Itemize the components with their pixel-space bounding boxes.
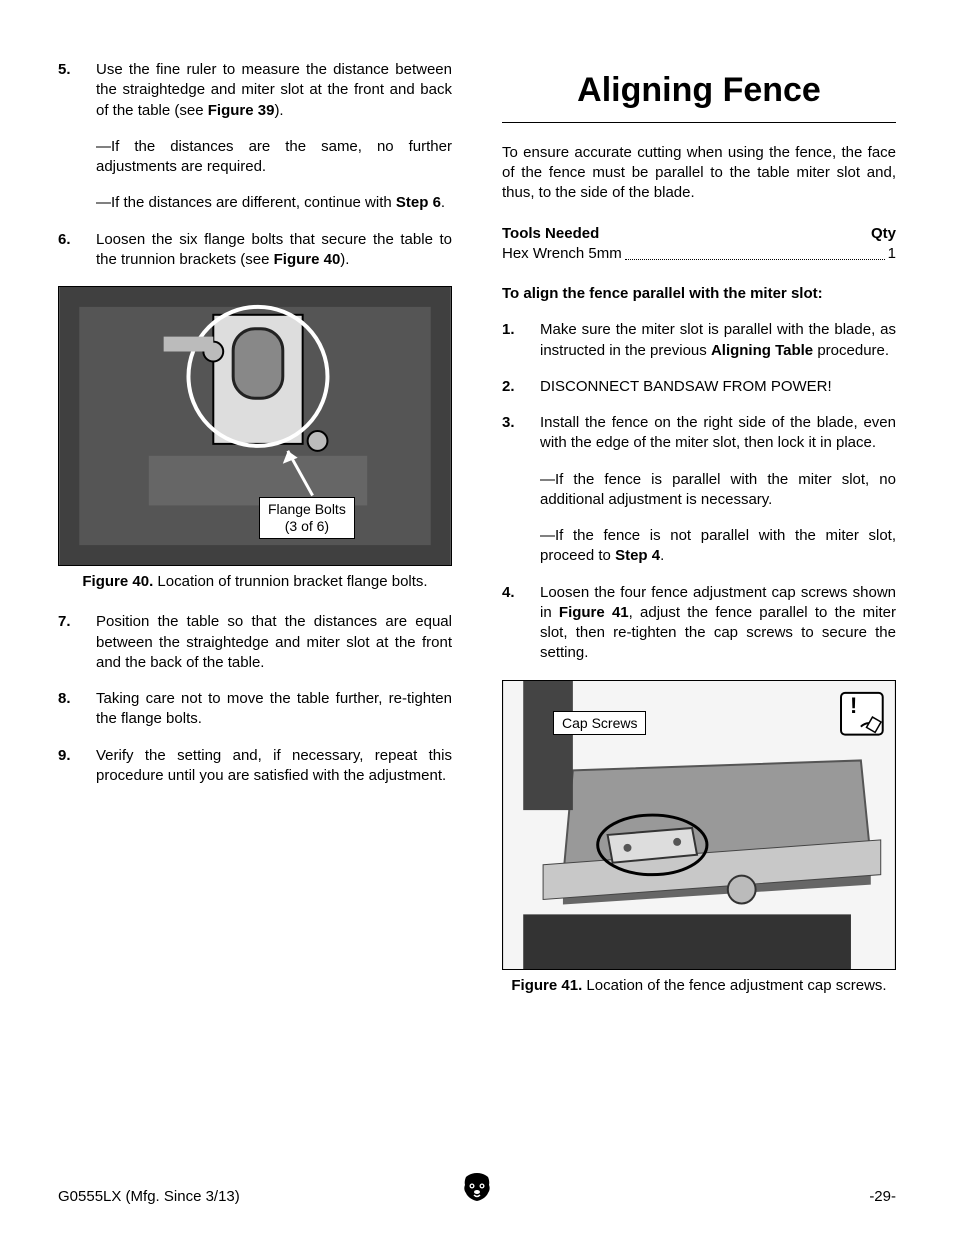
step-number: 2. [502,377,540,397]
figure-40-caption: Figure 40. Location of trunnion bracket … [58,572,452,592]
step-9: 9. Verify the setting and, if necessary,… [58,746,452,787]
caption-bold: Figure 41. [511,977,582,994]
step-body: Verify the setting and, if necessary, re… [96,746,452,787]
footer-right: -29- [869,1187,896,1207]
ref: Figure 39 [208,102,275,119]
step-8: 8. Taking care not to move the table fur… [58,689,452,730]
text: —If the distances are different, continu… [96,194,396,211]
step-2: 2. DISCONNECT BANDSAW FROM POWER! [502,377,896,397]
step-1: 1. Make sure the miter slot is parallel … [502,320,896,361]
sub-item: —If the distances are the same, no furth… [96,137,452,178]
figure-40-label: Flange Bolts (3 of 6) [259,497,355,539]
text: —If the fence is not parallel with the m… [540,527,896,564]
right-column: Aligning Fence To ensure accurate cuttin… [502,60,896,1016]
figure-41-label: Cap Screws [553,711,646,736]
step-number: 8. [58,689,96,730]
tools-label: Tools Needed [502,224,599,244]
step-body: Loosen the four fence adjustment cap scr… [540,583,896,664]
text: ). [340,251,349,268]
step-body: Taking care not to move the table furthe… [96,689,452,730]
content-columns: 5. Use the fine ruler to measure the dis… [58,60,896,1016]
step-4: 4. Loosen the four fence adjustment cap … [502,583,896,664]
step-body: Use the fine ruler to measure the distan… [96,60,452,214]
step-number: 9. [58,746,96,787]
ref: Aligning Table [711,342,813,359]
figure-41: ! Cap Screws [502,680,896,970]
text: . [660,547,664,564]
page-footer: G0555LX (Mfg. Since 3/13) -29- [58,1187,896,1207]
text: Install the fence on the right side of t… [540,414,896,451]
footer-logo-icon [460,1171,494,1211]
ref: Step 4 [615,547,660,564]
caption-text: Location of trunnion bracket flange bolt… [153,573,427,590]
figure-40-svg [59,287,451,565]
footer-left: G0555LX (Mfg. Since 3/13) [58,1187,240,1207]
tools-item: Hex Wrench 5mm 1 [502,244,896,264]
text: . [441,194,445,211]
step-number: 1. [502,320,540,361]
ref: Figure 41 [559,604,629,621]
tools-header: Tools Needed Qty [502,224,896,244]
label-line-2: (3 of 6) [285,518,329,534]
sub-item: —If the distances are different, continu… [96,193,452,213]
leader-dots [625,244,885,260]
step-number: 3. [502,413,540,567]
step-5: 5. Use the fine ruler to measure the dis… [58,60,452,214]
figure-41-caption: Figure 41. Location of the fence adjustm… [502,976,896,996]
text: procedure. [813,342,889,359]
step-6: 6. Loosen the six flange bolts that secu… [58,230,452,271]
qty-label: Qty [871,224,896,244]
ref: Figure 40 [274,251,341,268]
heading-rule [502,122,896,123]
ref: Step 6 [396,194,441,211]
left-column: 5. Use the fine ruler to measure the dis… [58,60,452,1016]
caption-bold: Figure 40. [82,573,153,590]
step-7: 7. Position the table so that the distan… [58,612,452,673]
sub-item: —If the fence is parallel with the miter… [540,470,896,511]
sub-item: —If the fence is not parallel with the m… [540,526,896,567]
step-number: 6. [58,230,96,271]
subheading: To align the fence parallel with the mit… [502,284,896,304]
text: ). [274,102,283,119]
caption-text: Location of the fence adjustment cap scr… [582,977,886,994]
figure-40: Flange Bolts (3 of 6) [58,286,452,566]
step-number: 4. [502,583,540,664]
step-body: Loosen the six flange bolts that secure … [96,230,452,271]
tool-name: Hex Wrench 5mm [502,244,622,264]
svg-text:!: ! [850,692,857,717]
label-line-1: Flange Bolts [268,501,346,517]
step-number: 5. [58,60,96,214]
step-body: Position the table so that the distances… [96,612,452,673]
intro-text: To ensure accurate cutting when using th… [502,143,896,204]
step-body: DISCONNECT BANDSAW FROM POWER! [540,377,896,397]
step-body: Make sure the miter slot is parallel wit… [540,320,896,361]
tool-qty: 1 [888,244,896,264]
label-text: Cap Screws [562,715,637,731]
step-number: 7. [58,612,96,673]
section-heading: Aligning Fence [502,68,896,114]
step-body: Install the fence on the right side of t… [540,413,896,567]
step-3: 3. Install the fence on the right side o… [502,413,896,567]
